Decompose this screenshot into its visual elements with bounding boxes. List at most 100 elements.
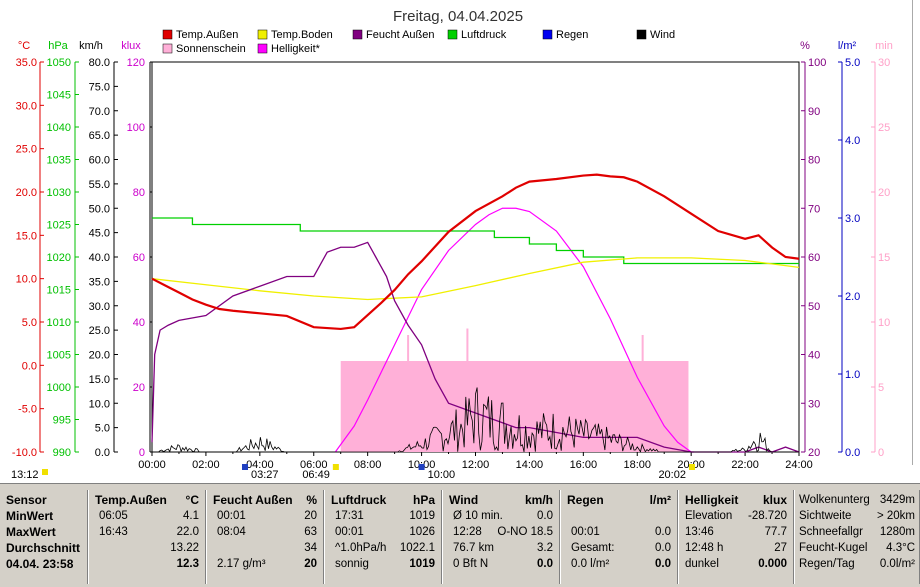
- axis-klux: klux 120 100 80 60 40 20 0: [121, 40, 154, 459]
- stats-title: Helligkeit: [685, 493, 739, 507]
- tick-label-min: 30: [878, 57, 890, 69]
- stats-value: 1019: [409, 558, 435, 570]
- stats-header: Feucht Außen%: [207, 492, 323, 508]
- legend-swatch: [162, 29, 173, 40]
- tick-label-lm2: 3.0: [845, 213, 860, 225]
- tick-label-klux: 100: [127, 122, 145, 134]
- series-temp-aussen: [151, 173, 800, 331]
- stats-value: 0.0l/m²: [879, 558, 915, 570]
- tick-label-pct: 30: [808, 398, 820, 410]
- stats-row: 17:31 1019: [325, 508, 441, 524]
- stats-row: Schneefallgr 1280m: [795, 524, 919, 540]
- stats-row: Sensor: [0, 492, 87, 508]
- legend-swatch: [257, 43, 268, 54]
- stats-row: Wolkenunterg 3429m: [795, 492, 919, 508]
- axis-kmh: km/h 80.0 75.0 70.0 65.0 60.0 55.0 50.0 45.0 40.0…: [79, 40, 118, 459]
- plot-area: [151, 61, 800, 453]
- x-tick-label: 06:00: [300, 459, 328, 471]
- stats-title: Wind: [449, 493, 479, 507]
- stats-value: 3.2: [537, 542, 553, 554]
- axis-unit-klux: klux: [121, 40, 141, 52]
- stats-key: 0 Bft N: [453, 558, 489, 570]
- stats-value: 27: [774, 542, 787, 554]
- stats-key: Gesamt:: [571, 542, 615, 554]
- marker-label: 06:49: [302, 469, 330, 481]
- axis-unit-kmh: km/h: [79, 40, 103, 52]
- x-tick-label: 12:00: [462, 459, 490, 471]
- tick-label-klux: 60: [133, 252, 145, 264]
- marker-icon: [242, 464, 249, 470]
- tick-label-kmh: 20.0: [89, 350, 110, 362]
- tick-label-min: 10: [878, 317, 890, 329]
- tick-label-min: 5: [878, 382, 884, 394]
- x-tick-label: 14:00: [516, 459, 544, 471]
- stats-row: Feucht-Kugel 4.3°C: [795, 540, 919, 556]
- stats-row: 34: [207, 540, 323, 556]
- stats-key: Wolkenunterg: [799, 494, 870, 506]
- stats-key: 12:48 h: [685, 542, 724, 554]
- tick-label-kmh: 40.0: [89, 252, 110, 264]
- tick-label-hpa: 1000: [47, 382, 71, 394]
- axis-lm2: l/m² 5.0 4.0 3.0 2.0 1.0 0.0: [838, 40, 860, 459]
- tick-label-c: 0.0: [22, 360, 37, 372]
- stats-key: 08:04: [217, 526, 246, 538]
- sun-moon-markers: 03:27 06:49 10:00 20:02 13:12: [11, 464, 695, 481]
- marker-icon: [418, 464, 425, 470]
- stats-title: Regen: [567, 493, 604, 507]
- tick-label-klux: 20: [133, 382, 145, 394]
- stats-key: dunkel: [685, 558, 719, 570]
- stats-key: 0.0 l/m²: [571, 558, 610, 570]
- stats-label: MaxWert: [6, 525, 56, 539]
- stats-row: Regen/Tag 0.0l/m²: [795, 556, 919, 572]
- stats-row: MaxWert: [0, 524, 87, 540]
- stats-title: Luftdruck: [331, 493, 387, 507]
- legend-label: Sonnenschein: [176, 43, 246, 55]
- stats-value: 12.3: [176, 558, 199, 570]
- tick-label-c: 25.0: [16, 144, 37, 156]
- stats-row: 2.17 g/m³ 20: [207, 556, 323, 572]
- stats-key: 06:05: [99, 510, 128, 522]
- stats-key: 12:28: [453, 526, 482, 538]
- stats-value: 1026: [409, 526, 435, 538]
- axis-unit-lm2: l/m²: [838, 40, 857, 52]
- stats-key: 13:46: [685, 526, 714, 538]
- tick-label-c: 35.0: [16, 57, 37, 69]
- stats-key: 00:01: [217, 510, 246, 522]
- stats-value: 77.7: [764, 526, 787, 538]
- legend-label: Helligkeit*: [271, 43, 321, 55]
- chart-title: Freitag, 04.04.2025: [393, 8, 523, 25]
- stats-value: 1280m: [879, 526, 915, 538]
- x-tick-label: 24:00: [785, 459, 813, 471]
- axis-unit-min: min: [875, 40, 893, 52]
- tick-label-c: 15.0: [16, 230, 37, 242]
- tick-label-kmh: 50.0: [89, 203, 110, 215]
- tick-label-pct: 80: [808, 155, 820, 167]
- stats-value: 63: [304, 526, 317, 538]
- stats-value: 1022.1: [399, 542, 435, 554]
- axis-unit-pct: %: [800, 40, 810, 52]
- stats-value: > 20km: [876, 510, 915, 522]
- stats-value: 22.0: [176, 526, 199, 538]
- tick-label-lm2: 1.0: [845, 369, 860, 381]
- axis-pct: % 100 90 80 70 60 50 40 30 20: [800, 40, 826, 459]
- marker-label: 10:00: [428, 469, 456, 481]
- x-tick-label: 02:00: [192, 459, 220, 471]
- stats-row: Sichtweite > 20km: [795, 508, 919, 524]
- tick-label-hpa: 1025: [47, 220, 71, 232]
- stats-value: 4.3°C: [886, 542, 915, 554]
- stats-label: Durchschnitt: [6, 541, 81, 555]
- stats-header: Luftdruck hPa: [325, 492, 441, 508]
- legend-label: Wind: [650, 29, 675, 41]
- stats-key: ^1.0hPa/h: [335, 542, 387, 554]
- stats-row: 12:28 O-NO 18.5: [443, 524, 559, 540]
- stats-value: 0.0: [537, 558, 553, 570]
- stats-key: 17:31: [335, 510, 364, 522]
- stats-row: dunkel 0.000: [679, 556, 793, 572]
- tick-label-klux: 0: [139, 447, 145, 459]
- x-tick-label: 00:00: [138, 459, 166, 471]
- tick-label-hpa: 1050: [47, 57, 71, 69]
- legend: Temp.Außen Temp.Boden Feucht Außen Luftdruc…: [162, 29, 675, 55]
- tick-label-kmh: 55.0: [89, 179, 110, 191]
- stats-unit: klux: [762, 493, 787, 507]
- tick-label-hpa: 995: [53, 415, 71, 427]
